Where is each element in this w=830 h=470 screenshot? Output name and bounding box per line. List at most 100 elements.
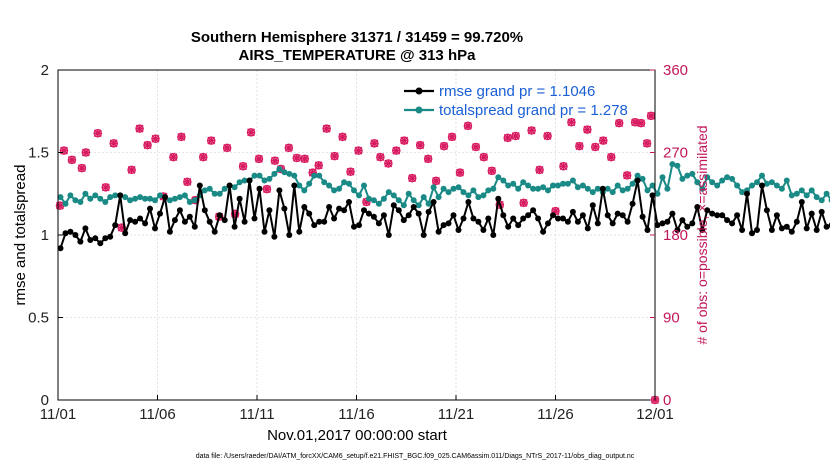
obs-assimilated-point: [109, 139, 118, 148]
obs-assimilated-point: [247, 128, 256, 137]
rmse-point: [176, 207, 183, 214]
obs-assimilated-point: [503, 133, 512, 142]
x-tick-label: 11/21: [438, 406, 474, 423]
rmse-point: [226, 182, 233, 189]
obs-assimilated-point: [583, 125, 592, 134]
totalspread-point: [256, 172, 263, 179]
totalspread-point: [555, 182, 561, 189]
obs-assimilated-point: [623, 171, 632, 180]
rmse-point: [619, 212, 626, 219]
rmse-point: [311, 222, 318, 229]
rmse-series: [57, 177, 830, 252]
totalspread-point: [550, 182, 556, 189]
rmse-point: [216, 212, 223, 219]
obs-assimilated-point: [519, 198, 528, 207]
totalspread-point: [684, 172, 691, 179]
totalspread-point: [346, 180, 352, 187]
y-tick-label: 2: [41, 62, 49, 79]
rmse-point: [306, 210, 313, 217]
rmse-point: [62, 230, 69, 237]
rmse-point: [132, 218, 139, 225]
rmse-point: [525, 212, 532, 219]
rmse-point: [813, 227, 820, 233]
totalspread-point: [241, 177, 248, 184]
totalspread-point: [311, 172, 318, 179]
rmse-point: [92, 235, 99, 242]
rmse-point: [788, 228, 795, 235]
totalspread-point: [336, 185, 343, 192]
obs-assimilated-point: [599, 136, 608, 145]
rmse-point: [385, 232, 392, 238]
obs-assimilated-point: [177, 132, 186, 141]
x-tick-label: 11/06: [139, 406, 175, 423]
totalspread-point: [430, 184, 437, 191]
rmse-point: [211, 228, 218, 235]
rmse-point: [321, 218, 328, 225]
rmse-point: [191, 223, 198, 230]
totalspread-point: [560, 180, 566, 187]
y2-axis-label: # of obs: o=possible; ×=assimilated: [694, 125, 710, 344]
rmse-point: [450, 212, 457, 219]
obs-assimilated-point: [67, 155, 76, 164]
obs-assimilated-point: [479, 153, 488, 162]
obs-assimilated-point: [127, 165, 136, 174]
obs-assimilated-point: [647, 111, 656, 120]
totalspread-point: [127, 197, 134, 204]
rmse-point: [540, 228, 547, 235]
totalspread-point: [375, 200, 382, 207]
totalspread-point: [186, 199, 193, 205]
totalspread-point: [649, 182, 656, 189]
rmse-point: [793, 218, 800, 225]
totalspread-series: [57, 161, 830, 209]
rmse-point: [763, 207, 770, 214]
totalspread-point: [793, 190, 800, 197]
totalspread-point: [465, 192, 472, 199]
totalspread-point: [435, 194, 442, 201]
totalspread-point: [505, 182, 512, 189]
rmse-point: [326, 204, 333, 210]
totalspread-point: [356, 192, 362, 199]
rmse-point: [535, 215, 542, 222]
rmse-point: [390, 202, 397, 209]
rmse-point: [724, 217, 731, 224]
rmse-point: [425, 208, 432, 215]
totalspread-point: [674, 162, 681, 169]
data-file-footer: data file: /Users/raeder/DAI/ATM_forcXX/…: [196, 453, 635, 460]
totalspread-point: [530, 185, 537, 192]
totalspread-point: [176, 194, 183, 201]
rmse-point: [515, 222, 522, 229]
totalspread-point: [425, 200, 432, 207]
totalspread-point: [92, 192, 99, 199]
rmse-point: [72, 232, 79, 238]
rmse-point: [614, 210, 621, 217]
totalspread-point: [739, 189, 746, 196]
rmse-point: [122, 230, 129, 237]
totalspread-point: [500, 177, 507, 184]
legend-totalspread-label: totalspread grand pr = 1.278: [439, 102, 628, 119]
rmse-point: [500, 212, 507, 219]
rmse-point: [564, 218, 571, 225]
rmse-point: [351, 223, 357, 230]
totalspread-point: [321, 179, 328, 186]
obs-assimilated-point: [559, 162, 568, 171]
totalspread-point: [579, 182, 586, 189]
totalspread-point: [147, 195, 153, 202]
rmse-point: [410, 204, 417, 210]
rmse-point: [659, 220, 666, 227]
y-tick-label: 0: [41, 392, 49, 409]
rmse-point: [475, 218, 482, 225]
rmse-point: [395, 207, 402, 214]
totalspread-point: [724, 174, 731, 181]
rmse-point: [147, 205, 153, 212]
obs-assimilated-point: [575, 142, 584, 151]
totalspread-point: [778, 185, 785, 192]
rmse-point: [102, 235, 109, 242]
totalspread-point: [351, 187, 357, 194]
rmse-point: [181, 218, 188, 225]
totalspread-point: [614, 182, 621, 189]
totalspread-point: [455, 184, 462, 191]
totalspread-point: [480, 192, 487, 199]
totalspread-point: [754, 179, 760, 186]
totalspread-point: [276, 166, 283, 172]
